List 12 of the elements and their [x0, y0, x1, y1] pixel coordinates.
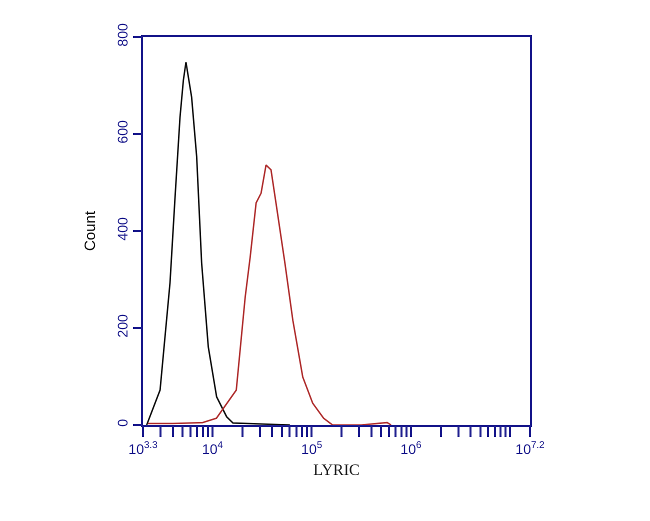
x-tick-label: 10$^{4}$ [202, 440, 224, 457]
x-tick-label: 10$^{6}$ [400, 440, 422, 457]
x-axis-title: LYRIC [313, 462, 360, 479]
y-axis-title: Count [82, 210, 100, 252]
y-tick-label: 0 [114, 418, 130, 427]
y-tick-label: 600 [114, 120, 130, 144]
y-tick-label: 400 [114, 217, 130, 241]
y-tick-label: 200 [114, 314, 130, 338]
y-tick-label: 800 [114, 23, 130, 47]
x-tick-label: 10$^{5}$ [301, 440, 323, 457]
x-tick-label: 10$^{7.2}$ [515, 440, 545, 457]
x-tick-label: 10$^{3.3}$ [128, 440, 158, 457]
